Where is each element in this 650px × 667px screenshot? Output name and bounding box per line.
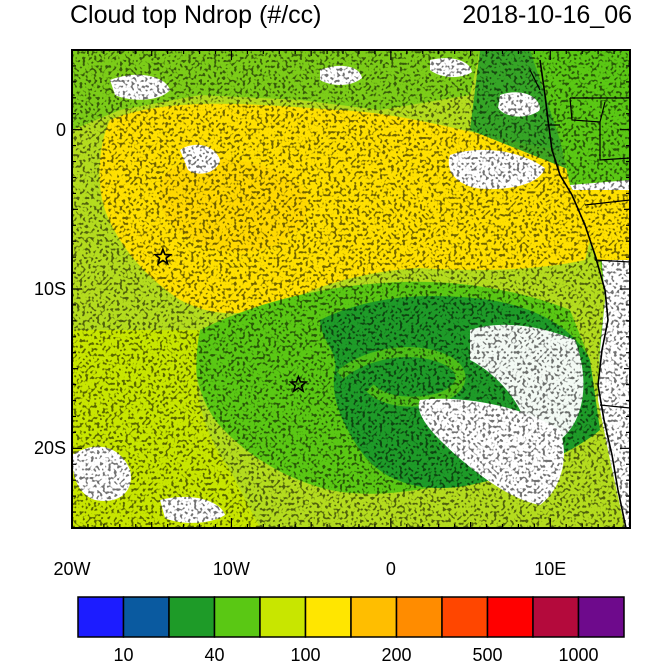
colorbar bbox=[77, 596, 625, 638]
colorbar-swatch bbox=[213, 596, 261, 638]
colorbar-swatch bbox=[77, 596, 125, 638]
colorbar-swatch bbox=[532, 596, 580, 638]
colorbar-label: 100 bbox=[290, 645, 321, 665]
colorbar-swatch bbox=[395, 596, 443, 638]
colorbar-label: 40 bbox=[204, 645, 225, 665]
lon-label: 10E bbox=[534, 559, 567, 579]
star-marker-south bbox=[288, 374, 309, 393]
plot-title: Cloud top Ndrop (#/cc) bbox=[70, 1, 322, 29]
axis-ticks bbox=[71, 49, 631, 529]
cloud-field bbox=[72, 50, 630, 528]
map-markers bbox=[153, 246, 309, 393]
colorbar-swatch bbox=[350, 596, 398, 638]
colorbar-label: 1000 bbox=[558, 645, 599, 665]
colorbar-swatch bbox=[168, 596, 216, 638]
lon-label: 20W bbox=[53, 559, 91, 579]
plot-datetime: 2018-10-16_06 bbox=[462, 1, 632, 29]
colorbar-label: 10 bbox=[113, 645, 134, 665]
colorbar-swatch bbox=[577, 596, 625, 638]
lon-label: 0 bbox=[385, 559, 396, 579]
lat-label: 10S bbox=[33, 279, 66, 299]
lat-label: 20S bbox=[33, 438, 66, 459]
colorbar-label: 200 bbox=[381, 645, 412, 665]
colorbar-swatch bbox=[259, 596, 307, 638]
colorbar-swatch bbox=[304, 596, 352, 638]
colorbar-swatch bbox=[486, 596, 534, 638]
colorbar-swatch bbox=[441, 596, 489, 638]
star-marker-north bbox=[153, 246, 173, 266]
lat-label: 0 bbox=[55, 119, 66, 140]
colorbar-swatch bbox=[122, 596, 170, 638]
lon-label: 10W bbox=[212, 559, 250, 579]
colorbar-label: 500 bbox=[472, 645, 503, 665]
